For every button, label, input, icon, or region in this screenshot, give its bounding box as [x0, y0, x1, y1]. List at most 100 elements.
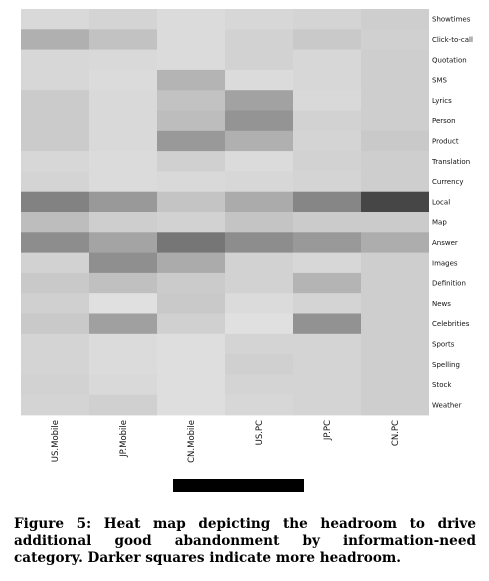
- heatmap-cell-map-cn-mobile: [157, 212, 225, 233]
- heatmap-cell-person-us-mobile: [21, 110, 89, 132]
- heatmap-cell-sports-cn-pc: [361, 333, 429, 355]
- heatmap-cell-sms-jp-mobile: [89, 69, 157, 91]
- heatmap-cell-definition-jp-mobile: [89, 272, 157, 294]
- heatmap-cell-answer-us-pc: [225, 232, 293, 253]
- heatmap-cell-lyrics-cn-mobile: [157, 90, 225, 111]
- heatmap-cell-click-to-call-us-mobile: [21, 29, 89, 50]
- heatmap-cell-answer-cn-mobile: [157, 232, 225, 253]
- row-label-translation: Translation: [431, 158, 470, 166]
- heatmap-cell-local-cn-mobile: [157, 191, 225, 213]
- row-label-product: Product: [432, 137, 459, 145]
- heatmap-cell-local-us-mobile: [21, 191, 89, 213]
- heatmap-cell-news-cn-mobile: [157, 293, 225, 314]
- heatmap-cell-showtimes-cn-mobile: [157, 9, 225, 30]
- heatmap-cell-map-cn-pc: [361, 212, 429, 233]
- heatmap-cell-translation-jp-mobile: [89, 151, 157, 172]
- row-label-images: Images: [432, 259, 458, 267]
- heatmap-cell-showtimes-cn-pc: [361, 9, 429, 30]
- heatmap-cell-images-us-mobile: [21, 252, 89, 274]
- heatmap-cell-celebrities-cn-mobile: [157, 313, 225, 335]
- heatmap-cell-person-cn-pc: [361, 110, 429, 132]
- row-label-sms: SMS: [432, 77, 447, 85]
- heatmap-cell-stock-cn-mobile: [157, 374, 225, 396]
- heatmap-cell-images-cn-mobile: [157, 252, 225, 274]
- heatmap-cell-lyrics-jp-mobile: [89, 90, 157, 111]
- heatmap-cell-currency-cn-mobile: [157, 171, 225, 193]
- heatmap-cell-spelling-us-pc: [225, 354, 293, 375]
- heatmap-cell-click-to-call-cn-mobile: [157, 29, 225, 50]
- heatmap-cell-sports-jp-mobile: [89, 333, 157, 355]
- heatmap-cell-weather-us-mobile: [21, 394, 89, 416]
- column-label-us-pc: US.PC: [255, 420, 265, 445]
- row-labels: Showtimes Click-to-call Quotation SMS Lyrics…: [431, 16, 473, 410]
- heatmap-cell-quotation-cn-pc: [361, 49, 429, 71]
- row-label-stock: Stock: [432, 381, 452, 389]
- column-label-jp-mobile: JP.Mobile: [119, 420, 129, 458]
- heatmap-cell-news-jp-mobile: [89, 293, 157, 314]
- heatmap-cell-lyrics-jp-pc: [293, 90, 361, 111]
- heatmap-cell-product-us-pc: [225, 130, 293, 152]
- row-label-quotation: Quotation: [432, 56, 467, 64]
- heatmap-cell-answer-jp-mobile: [89, 232, 157, 253]
- heatmap-cell-sports-us-mobile: [21, 333, 89, 355]
- heatmap-cell-definition-jp-pc: [293, 272, 361, 294]
- row-label-weather: Weather: [432, 401, 462, 409]
- heatmap-cell-showtimes-jp-pc: [293, 9, 361, 30]
- heatmap-cell-celebrities-jp-mobile: [89, 313, 157, 335]
- heatmap-cell-quotation-cn-mobile: [157, 49, 225, 71]
- row-label-showtimes: Showtimes: [432, 16, 471, 24]
- heatmap-cell-person-jp-mobile: [89, 110, 157, 132]
- heatmap-cell-translation-cn-pc: [361, 151, 429, 172]
- heatmap-cell-sports-jp-pc: [293, 333, 361, 355]
- heatmap-cell-product-us-mobile: [21, 130, 89, 152]
- heatmap-cell-showtimes-us-pc: [225, 9, 293, 30]
- heatmap-cell-product-jp-mobile: [89, 130, 157, 152]
- heatmap-cell-local-us-pc: [225, 191, 293, 213]
- heatmap-cell-translation-us-pc: [225, 151, 293, 172]
- column-label-cn-mobile: CN.Mobile: [187, 420, 197, 463]
- heatmap-cell-sms-cn-pc: [361, 69, 429, 91]
- heatmap-cell-quotation-jp-pc: [293, 49, 361, 71]
- heatmap-cell-news-jp-pc: [293, 293, 361, 314]
- heatmap-chart: Showtimes Click-to-call Quotation SMS Lyrics…: [21, 9, 473, 463]
- heatmap-cell-click-to-call-us-pc: [225, 29, 293, 50]
- heatmap-cell-news-us-mobile: [21, 293, 89, 314]
- heatmap-cell-sms-jp-pc: [293, 69, 361, 91]
- column-label-jp-pc: JP.PC: [323, 420, 333, 441]
- heatmap-cell-spelling-us-mobile: [21, 354, 89, 375]
- heatmap-cell-map-jp-pc: [293, 212, 361, 233]
- heatmap-cell-person-jp-pc: [293, 110, 361, 132]
- heatmap-cell-sms-cn-mobile: [157, 69, 225, 91]
- heatmap-cell-lyrics-us-pc: [225, 90, 293, 111]
- heatmap-cell-product-cn-mobile: [157, 130, 225, 152]
- heatmap-cell-lyrics-cn-pc: [361, 90, 429, 111]
- heatmap-cell-weather-jp-pc: [293, 394, 361, 416]
- heatmap-cell-sports-cn-mobile: [157, 333, 225, 355]
- heatmap-cell-images-cn-pc: [361, 252, 429, 274]
- heatmap-cell-celebrities-cn-pc: [361, 313, 429, 335]
- heatmap-cell-translation-jp-pc: [293, 151, 361, 172]
- row-label-sports: Sports: [432, 340, 455, 348]
- heatmap-cell-currency-cn-pc: [361, 171, 429, 193]
- heatmap-cell-local-jp-pc: [293, 191, 361, 213]
- heatmap-cell-translation-us-mobile: [21, 151, 89, 172]
- row-label-currency: Currency: [432, 178, 464, 186]
- heatmap-cell-translation-cn-mobile: [157, 151, 225, 172]
- heatmap-cell-answer-us-mobile: [21, 232, 89, 253]
- heatmap-cell-sports-us-pc: [225, 333, 293, 355]
- heatmap-cell-celebrities-jp-pc: [293, 313, 361, 335]
- heatmap-cell-definition-cn-mobile: [157, 272, 225, 294]
- heatmap-cell-sms-us-mobile: [21, 69, 89, 91]
- heatmap-cell-local-jp-mobile: [89, 191, 157, 213]
- heatmap-cell-click-to-call-jp-mobile: [89, 29, 157, 50]
- heatmap-cell-click-to-call-cn-pc: [361, 29, 429, 50]
- heatmap-cell-local-cn-pc: [361, 191, 429, 213]
- row-label-lyrics: Lyrics: [432, 97, 452, 105]
- heatmap-cell-stock-us-pc: [225, 374, 293, 396]
- heatmap-cell-currency-jp-mobile: [89, 171, 157, 193]
- column-label-us-mobile: US.Mobile: [51, 420, 61, 462]
- heatmap-cell-news-us-pc: [225, 293, 293, 314]
- heatmap-cell-stock-jp-mobile: [89, 374, 157, 396]
- heatmap-cell-weather-us-pc: [225, 394, 293, 416]
- column-label-cn-pc: CN.PC: [391, 420, 401, 446]
